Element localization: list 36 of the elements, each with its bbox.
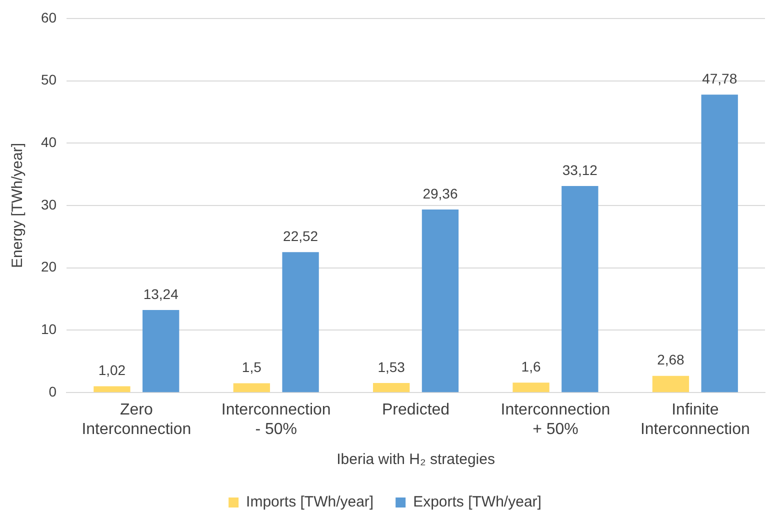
y-axis-title: Energy [TWh/year] [9,142,26,268]
y-tick-label: 50 [40,72,57,88]
x-tick-label: Interconnection - 50% [221,402,331,438]
bar [512,382,550,392]
bar [233,383,270,392]
x-tick-label: Interconnection + 50% [500,402,610,438]
y-tick-label: 20 [40,258,57,275]
data-label: 33,12 [562,162,598,178]
y-tick-label: 10 [40,321,57,338]
bar [373,383,410,392]
y-tick-label: 0 [48,383,57,400]
bar [562,186,598,392]
data-label: 1,5 [242,359,262,376]
data-label: 22,52 [283,228,318,244]
data-label: 1,6 [521,358,541,374]
x-tick-label: Predicted [382,402,450,419]
bar [701,94,738,392]
data-label: 2,68 [657,352,685,368]
bar [142,310,180,392]
data-label: 1,53 [378,358,406,375]
data-label: 1,02 [98,362,126,378]
y-tick-label: 30 [40,196,57,212]
x-tick-label: Infinite Interconnection [640,402,750,438]
legend-label: Exports [TWh/year] [413,494,542,511]
x-axis-title: Iberia with H₂ strategies [336,451,495,468]
data-label: 29,36 [422,185,458,202]
bar [422,209,459,392]
x-tick-label: Zero Interconnection [82,402,192,438]
bar [282,252,319,392]
legend-label: Imports [TWh/year] [246,494,374,511]
bar [652,376,690,392]
data-label: 13,24 [143,286,179,302]
data-label: 47,78 [702,70,738,86]
y-tick-label: 60 [40,9,57,26]
bar [94,386,130,392]
y-tick-label: 40 [40,134,57,150]
